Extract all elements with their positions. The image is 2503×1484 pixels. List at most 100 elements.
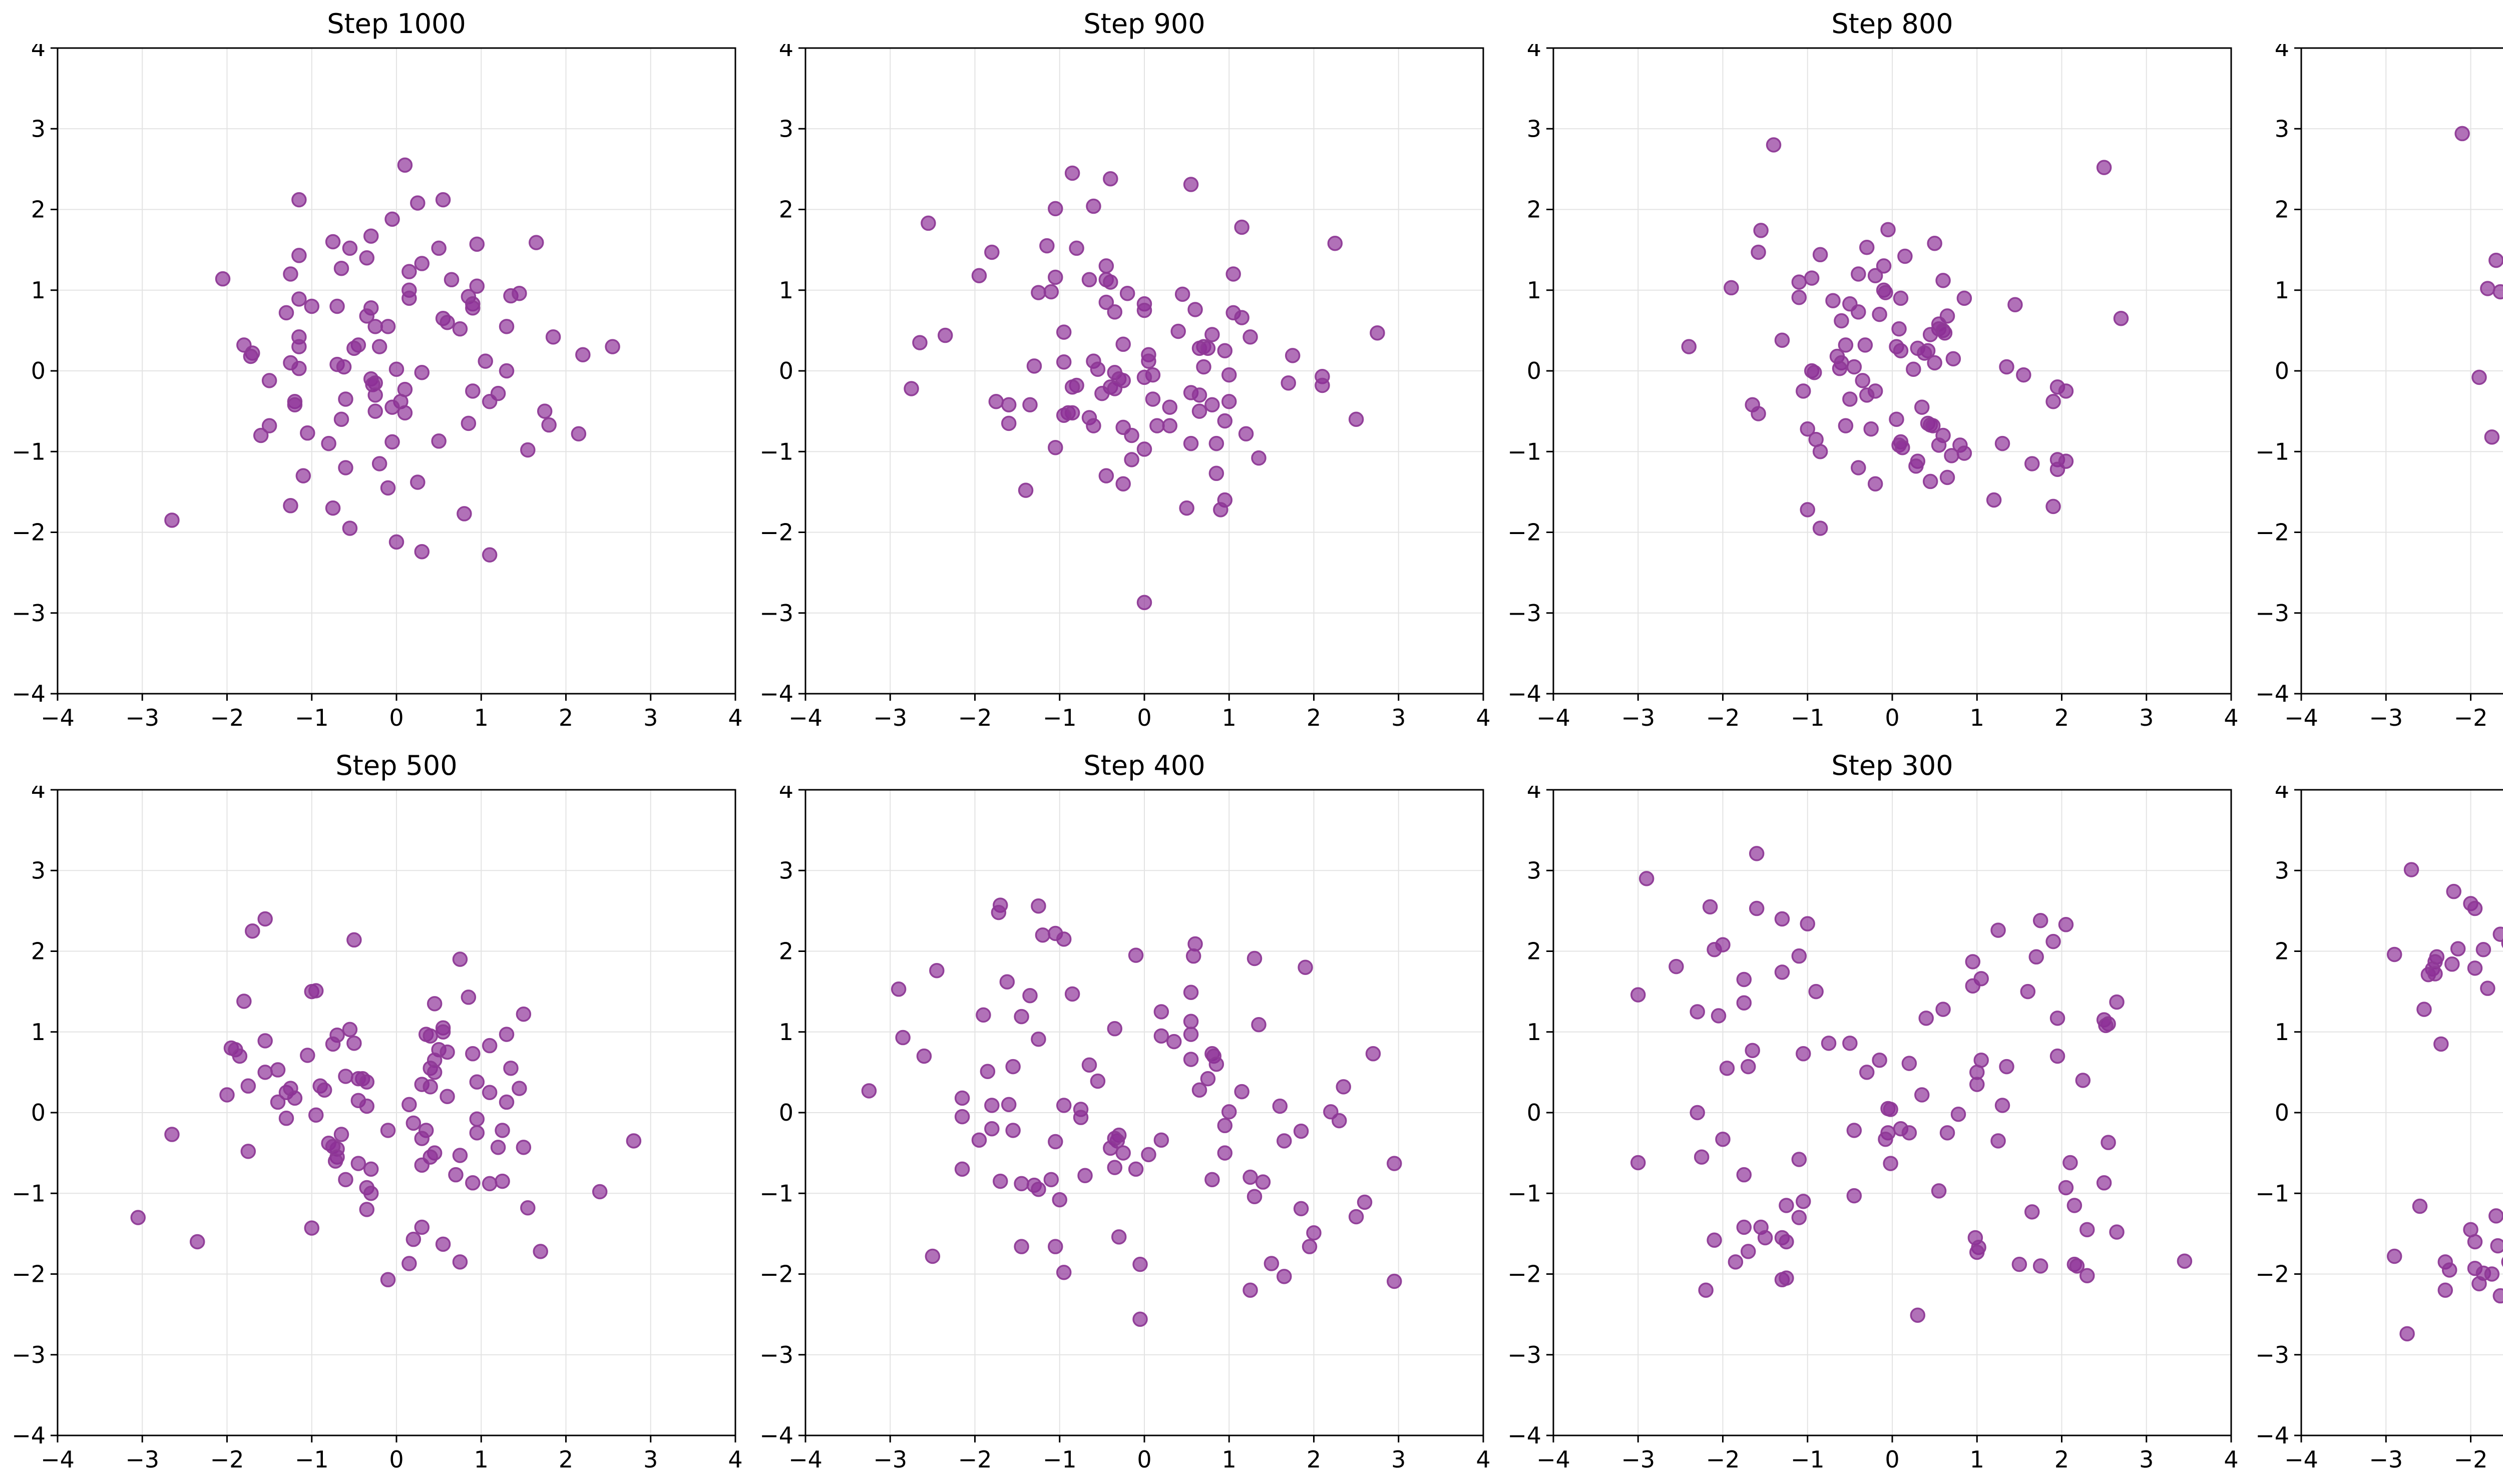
data-point <box>499 319 515 334</box>
data-point <box>921 215 936 231</box>
x-tick-label: 0 <box>389 704 403 731</box>
data-point <box>346 932 362 948</box>
data-point <box>283 266 298 282</box>
data-point <box>1950 1106 1966 1122</box>
data-point <box>291 339 307 354</box>
data-point <box>452 1254 468 1270</box>
data-point <box>2016 367 2031 383</box>
data-point <box>1838 418 1854 433</box>
data-point <box>1332 1113 1347 1129</box>
data-point <box>2049 1048 2065 1064</box>
data-point <box>270 1062 286 1078</box>
data-point <box>401 290 417 306</box>
data-point <box>1179 500 1194 516</box>
data-point <box>1796 1194 1811 1209</box>
data-point <box>1937 325 1953 341</box>
data-point <box>1994 435 2010 451</box>
data-point <box>1056 1098 1072 1113</box>
data-point <box>1931 437 1947 453</box>
x-tick-label: 3 <box>1391 704 1406 731</box>
subplot-title: Step 200 <box>2301 750 2503 781</box>
data-point <box>1204 397 1220 412</box>
x-tick-label: −2 <box>1706 704 1740 731</box>
data-point <box>1859 240 1875 255</box>
data-point <box>2441 1262 2457 1278</box>
data-point <box>1889 411 1904 427</box>
data-point <box>1897 248 1913 264</box>
x-tick-label: 3 <box>1391 1446 1406 1473</box>
data-point <box>1315 377 1330 393</box>
y-tick-label: −3 <box>12 1341 46 1368</box>
data-point <box>1132 1256 1148 1272</box>
data-point <box>333 260 349 276</box>
y-tick-label: −1 <box>759 438 793 465</box>
data-point <box>1132 1311 1148 1327</box>
y-tick-label: −2 <box>759 1261 793 1288</box>
data-point <box>1107 1160 1123 1175</box>
y-tick-label: 2 <box>779 938 793 965</box>
data-point <box>490 1140 506 1155</box>
data-point <box>499 1094 515 1110</box>
data-point <box>1293 1123 1309 1139</box>
data-point <box>316 1082 332 1098</box>
data-point <box>1153 1132 1169 1148</box>
data-point <box>1200 340 1216 356</box>
data-point <box>1751 244 1766 260</box>
data-point <box>1185 948 1201 964</box>
data-point <box>1872 1052 1887 1068</box>
data-point <box>342 1022 358 1038</box>
data-point <box>988 394 1004 409</box>
data-point <box>1090 361 1106 377</box>
data-point <box>1851 460 1866 475</box>
data-point <box>912 335 928 350</box>
data-point <box>1255 1174 1271 1190</box>
data-point <box>1191 403 1207 419</box>
data-point <box>1191 387 1207 403</box>
x-tick-label: −3 <box>2369 704 2403 731</box>
x-tick-label: 1 <box>1222 704 1236 731</box>
y-tick-label: 3 <box>31 857 46 884</box>
data-point <box>2098 1018 2114 1034</box>
data-point <box>1098 294 1114 310</box>
x-tick-label: −4 <box>1536 704 1570 731</box>
data-point <box>1741 1059 1756 1075</box>
data-point <box>575 347 591 362</box>
data-point <box>1945 351 1961 367</box>
data-point <box>283 498 298 514</box>
data-point <box>1791 948 1807 964</box>
data-point <box>2049 1011 2065 1026</box>
data-point <box>401 1256 417 1271</box>
data-point <box>1846 1123 1862 1138</box>
data-point <box>1969 1244 1985 1260</box>
data-point <box>1357 1194 1373 1210</box>
x-tick-label: 1 <box>474 1446 489 1473</box>
data-point <box>1221 394 1237 409</box>
data-point <box>1281 375 1296 391</box>
x-tick-label: 3 <box>643 704 658 731</box>
y-tick-label: −1 <box>12 1180 46 1207</box>
y-tick-label: 2 <box>779 196 793 223</box>
data-point <box>2467 900 2483 916</box>
data-point <box>1365 1046 1381 1062</box>
data-point <box>1766 137 1782 153</box>
data-point <box>1048 269 1063 285</box>
data-point <box>1857 337 1873 353</box>
data-point <box>1863 421 1879 437</box>
data-point <box>1005 1059 1021 1075</box>
data-point <box>537 403 553 419</box>
y-tick-label: 0 <box>1527 357 1541 384</box>
data-point <box>1103 1140 1118 1156</box>
data-point <box>2096 1175 2112 1191</box>
data-point <box>2433 1036 2449 1052</box>
data-point <box>2024 456 2040 471</box>
data-point <box>2437 1282 2453 1298</box>
data-point <box>954 1090 970 1106</box>
y-tick-label: 2 <box>1527 938 1541 965</box>
data-point <box>1842 391 1858 407</box>
data-point <box>257 1065 273 1080</box>
data-point <box>1922 327 1938 342</box>
data-point <box>291 291 307 307</box>
data-point <box>1124 427 1139 443</box>
data-point <box>1136 302 1152 318</box>
data-point <box>2386 946 2402 962</box>
